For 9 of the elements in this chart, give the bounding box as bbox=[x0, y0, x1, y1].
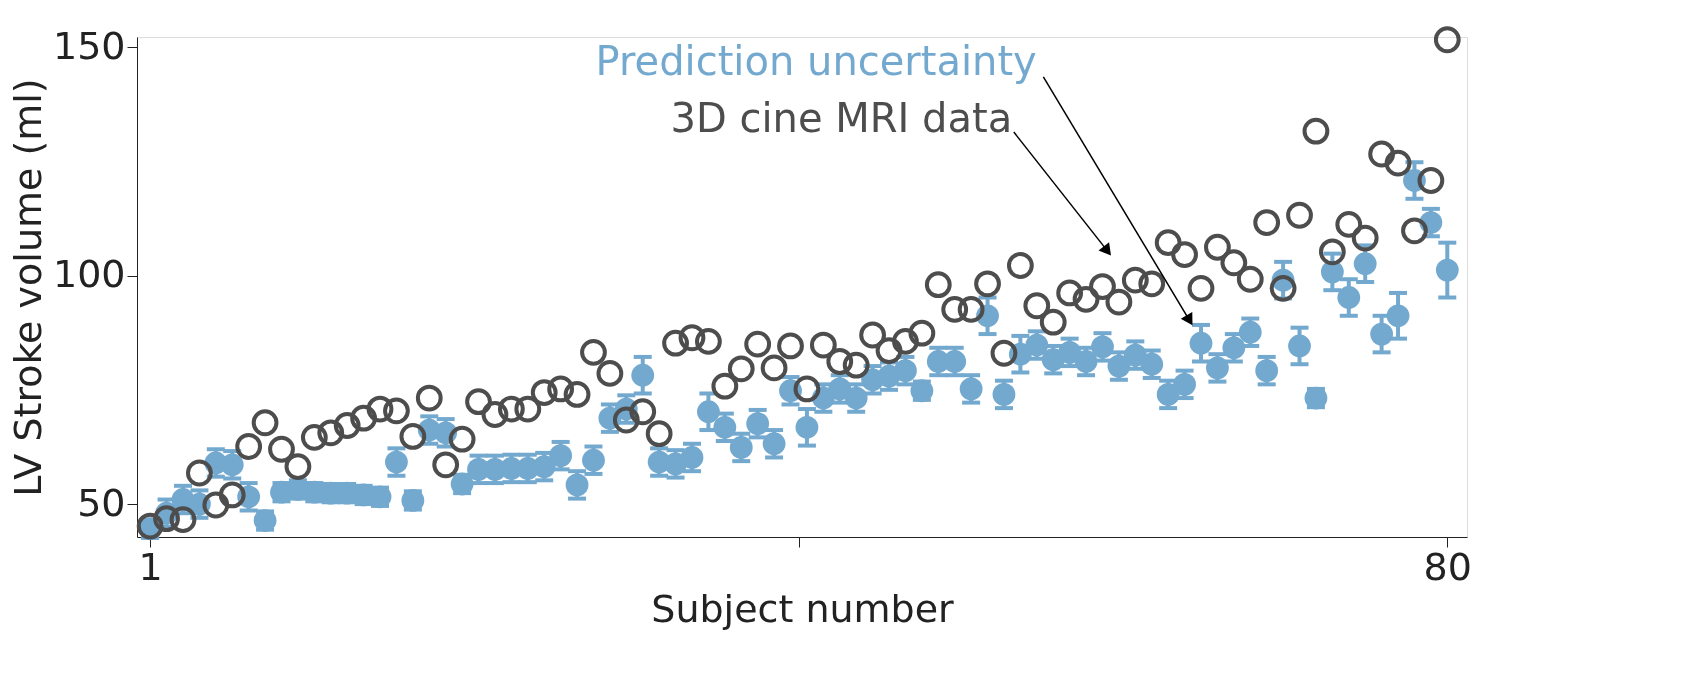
y-tick-label: 150 bbox=[52, 23, 126, 68]
x-tick-label: 1 bbox=[138, 544, 163, 589]
y-tick-label: 100 bbox=[52, 252, 126, 297]
text: Prediction uncertainty bbox=[595, 38, 1037, 85]
y-tick-label: 50 bbox=[77, 480, 126, 525]
y-axis-title: LV Stroke volume (ml) bbox=[5, 78, 50, 497]
text: 3D cine MRI data bbox=[670, 95, 1013, 142]
x-tick-label: 80 bbox=[1423, 544, 1472, 589]
x-axis-title: Subject number bbox=[651, 586, 955, 631]
